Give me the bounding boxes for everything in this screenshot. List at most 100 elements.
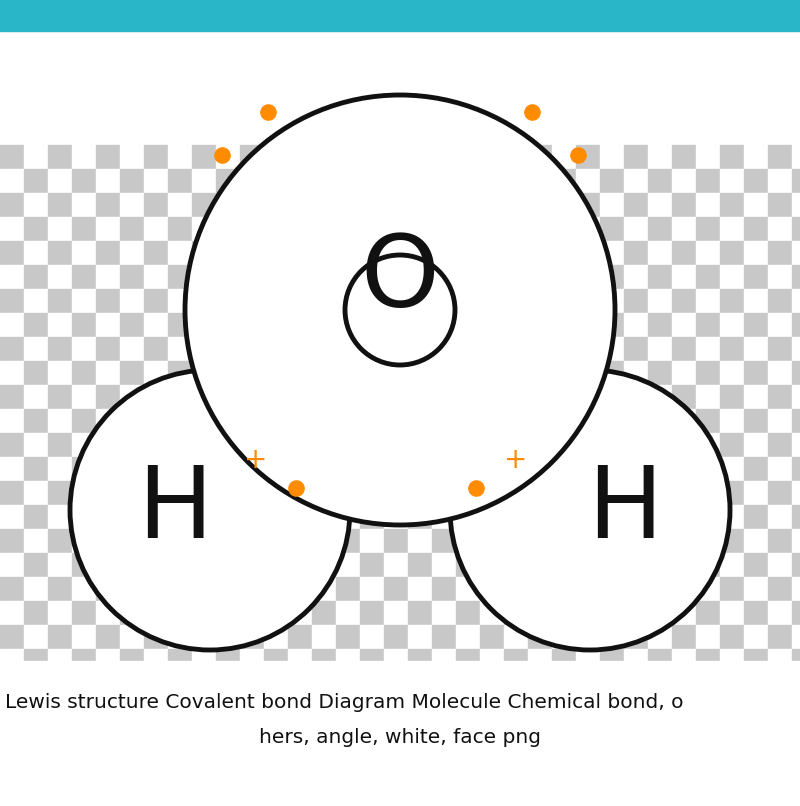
Bar xyxy=(648,313,672,337)
Bar xyxy=(768,361,792,385)
Bar xyxy=(720,601,744,625)
Bar xyxy=(648,265,672,289)
Bar xyxy=(264,409,288,433)
Text: hers, angle, white, face png: hers, angle, white, face png xyxy=(259,728,541,747)
Bar xyxy=(408,505,432,529)
Bar xyxy=(672,769,696,793)
Bar xyxy=(120,745,144,769)
Bar xyxy=(768,529,792,553)
Bar xyxy=(288,577,312,601)
Bar xyxy=(552,193,576,217)
Bar xyxy=(768,409,792,433)
Bar xyxy=(0,0,800,31)
Bar xyxy=(120,505,144,529)
Bar xyxy=(48,457,72,481)
Bar xyxy=(624,649,648,673)
Bar xyxy=(480,361,504,385)
Bar xyxy=(600,649,624,673)
Bar xyxy=(648,145,672,169)
Bar xyxy=(720,553,744,577)
Bar xyxy=(720,577,744,601)
Bar xyxy=(408,241,432,265)
Point xyxy=(470,481,482,494)
Bar xyxy=(504,265,528,289)
Bar xyxy=(648,697,672,721)
Bar xyxy=(576,601,600,625)
Bar xyxy=(672,697,696,721)
Bar xyxy=(48,577,72,601)
Bar xyxy=(624,721,648,745)
Bar xyxy=(120,289,144,313)
Bar xyxy=(216,481,240,505)
Bar xyxy=(144,625,168,649)
Bar xyxy=(576,529,600,553)
Bar xyxy=(552,769,576,793)
Bar xyxy=(384,601,408,625)
Bar xyxy=(480,265,504,289)
Bar xyxy=(144,553,168,577)
Bar xyxy=(312,745,336,769)
Bar xyxy=(384,217,408,241)
Bar xyxy=(312,721,336,745)
Bar xyxy=(696,625,720,649)
Bar xyxy=(0,505,24,529)
Bar xyxy=(240,601,264,625)
Bar xyxy=(432,337,456,361)
Bar xyxy=(744,697,768,721)
Bar xyxy=(672,649,696,673)
Bar xyxy=(168,241,192,265)
Bar xyxy=(312,145,336,169)
Bar xyxy=(360,457,384,481)
Bar xyxy=(384,649,408,673)
Bar xyxy=(624,793,648,806)
Bar xyxy=(528,241,552,265)
Bar xyxy=(120,337,144,361)
Bar xyxy=(744,721,768,745)
Bar xyxy=(648,553,672,577)
Bar xyxy=(672,625,696,649)
Bar xyxy=(432,481,456,505)
Bar xyxy=(0,409,24,433)
Bar xyxy=(168,721,192,745)
Bar xyxy=(336,265,360,289)
Bar xyxy=(552,793,576,806)
Bar xyxy=(456,577,480,601)
Bar xyxy=(720,169,744,193)
Bar xyxy=(24,145,48,169)
Bar xyxy=(336,481,360,505)
Bar xyxy=(648,529,672,553)
Bar xyxy=(72,433,96,457)
Bar xyxy=(600,769,624,793)
Bar xyxy=(384,241,408,265)
Bar xyxy=(648,409,672,433)
Bar xyxy=(120,361,144,385)
Bar xyxy=(624,457,648,481)
Bar xyxy=(120,577,144,601)
Bar xyxy=(432,745,456,769)
Bar xyxy=(168,577,192,601)
Bar xyxy=(24,625,48,649)
Bar xyxy=(552,457,576,481)
Bar xyxy=(504,697,528,721)
Bar xyxy=(192,577,216,601)
Bar xyxy=(264,337,288,361)
Bar xyxy=(360,169,384,193)
Bar xyxy=(504,433,528,457)
Bar xyxy=(456,169,480,193)
Bar xyxy=(552,313,576,337)
Bar xyxy=(672,337,696,361)
Bar xyxy=(168,385,192,409)
Bar xyxy=(696,529,720,553)
Bar xyxy=(360,265,384,289)
Text: O: O xyxy=(361,231,439,329)
Bar xyxy=(456,601,480,625)
Bar xyxy=(312,289,336,313)
Bar xyxy=(216,649,240,673)
Bar xyxy=(144,793,168,806)
Bar xyxy=(264,577,288,601)
Bar xyxy=(144,601,168,625)
Bar xyxy=(360,793,384,806)
Bar xyxy=(552,601,576,625)
Bar xyxy=(768,601,792,625)
Bar xyxy=(792,577,800,601)
